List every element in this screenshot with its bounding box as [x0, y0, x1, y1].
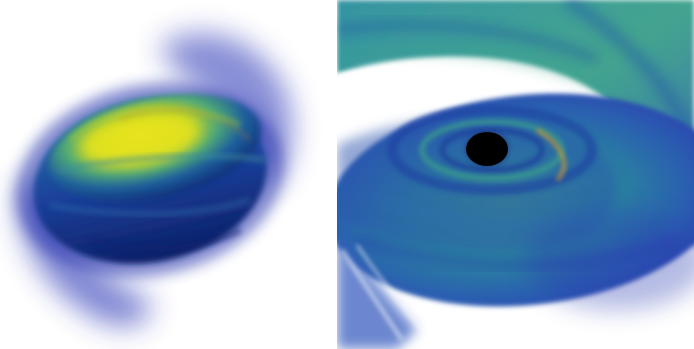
remnant-volume-rendering: [16, 33, 293, 327]
left-panel-remnant-rendering: [0, 0, 334, 349]
inner-gap: [337, 68, 533, 135]
black-hole: [465, 131, 509, 167]
lower-left-streamer: [337, 235, 424, 349]
accretion-disk-volume-rendering: [337, 0, 694, 349]
outer-disk-haze: [527, 210, 694, 310]
remnant-swirl-streaks: [49, 108, 266, 252]
right-panel-accretion-disk: [337, 0, 694, 349]
